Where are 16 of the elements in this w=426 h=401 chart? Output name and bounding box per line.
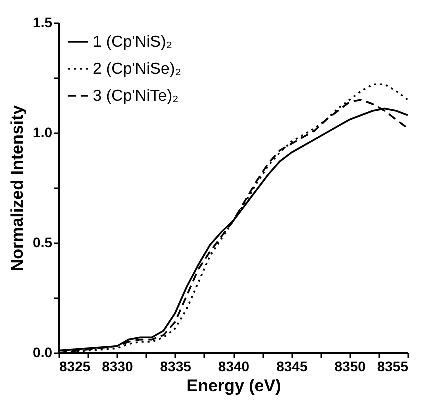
x-tick-label: 8340 (218, 358, 250, 374)
y-tick-label: 1.5 (33, 14, 53, 30)
x-tick-label: 8350 (334, 358, 366, 374)
y-axis-title: Normalized Intensity (8, 104, 28, 272)
x-tick-label: 8335 (160, 358, 192, 374)
x-tick-label: 8355 (377, 358, 409, 374)
legend-label: 1 (Cp'NiS)₂ (93, 34, 172, 51)
x-tick-label: 8345 (276, 358, 308, 374)
x-axis-title: Energy (eV) (186, 376, 282, 396)
y-tick-label: 0.5 (33, 234, 53, 250)
legend-label: 3 (Cp'NiTe)₂ (93, 88, 179, 105)
x-tick-label: 8325 (60, 358, 91, 374)
x-tick-label: 8330 (102, 358, 134, 374)
legend-label: 2 (Cp'NiSe)₂ (93, 61, 182, 78)
y-tick-label: 0.0 (33, 344, 53, 360)
y-tick-label: 1.0 (33, 124, 53, 140)
